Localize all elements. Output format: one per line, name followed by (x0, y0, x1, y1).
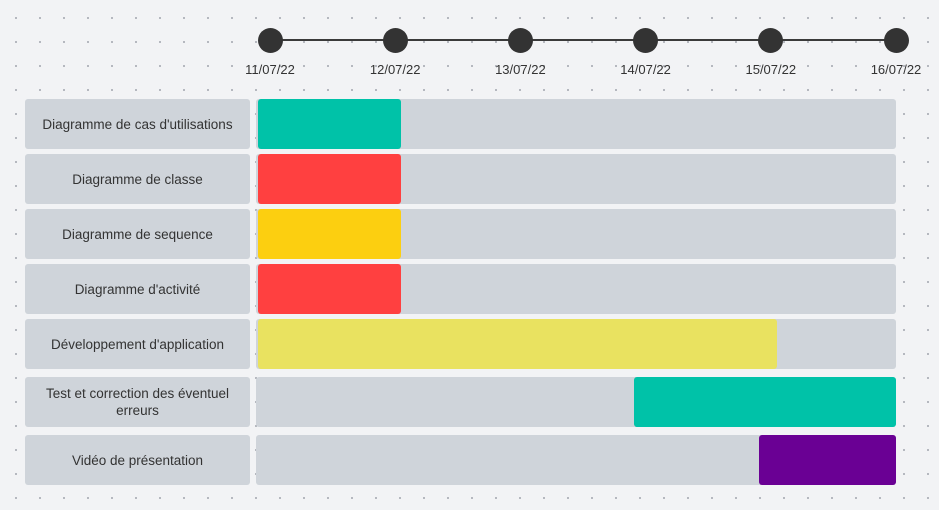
task-bar (758, 435, 896, 485)
date-label: 11/07/22 (245, 62, 295, 77)
date-label: 13/07/22 (495, 62, 546, 77)
timeline-dot (633, 27, 659, 53)
task-label: Diagramme d'activité (25, 264, 250, 314)
task-bar (633, 377, 896, 427)
date-label: 15/07/22 (745, 62, 797, 77)
timeline-dot (382, 27, 408, 53)
task-label: Vidéo de présentation (25, 435, 250, 485)
date-label: 12/07/22 (369, 62, 421, 77)
timeline-dot (257, 27, 283, 53)
timeline-dot (507, 27, 533, 53)
task-label: Test et correction des éventuel erreurs (25, 377, 250, 427)
timeline-axis (270, 39, 896, 41)
timeline-dot (883, 27, 909, 53)
task-bar (258, 264, 402, 314)
task-bar (258, 154, 402, 204)
date-label: 14/07/22 (620, 62, 671, 77)
task-label: Diagramme de sequence (25, 209, 250, 259)
timeline-dot (758, 27, 784, 53)
task-label: Diagramme de cas d'utilisations (25, 99, 250, 149)
date-label: 16/07/22 (870, 62, 922, 77)
task-bar (258, 319, 777, 369)
task-bar (258, 99, 402, 149)
task-bar (258, 209, 402, 259)
task-label: Développement d'application (25, 319, 250, 369)
task-label: Diagramme de classe (25, 154, 250, 204)
